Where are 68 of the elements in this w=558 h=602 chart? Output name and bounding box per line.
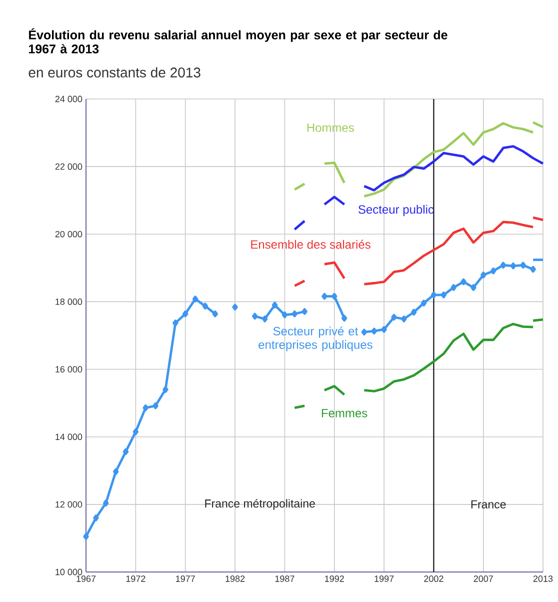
point bbox=[391, 314, 397, 321]
point bbox=[192, 296, 198, 302]
point bbox=[262, 316, 268, 322]
x-tick-label: 2013 bbox=[533, 576, 553, 582]
series-label: Secteur privé et entreprises publiques bbox=[258, 326, 372, 352]
point bbox=[83, 533, 89, 540]
y-tick-label: 22 000 bbox=[55, 163, 82, 170]
y-tick-label: 20 000 bbox=[55, 230, 82, 238]
point bbox=[490, 268, 496, 274]
point bbox=[381, 326, 387, 333]
point bbox=[520, 262, 526, 269]
point bbox=[212, 310, 218, 318]
point bbox=[232, 304, 238, 311]
point bbox=[332, 292, 338, 300]
annotation: France métropolitaine bbox=[205, 498, 315, 510]
point bbox=[292, 310, 298, 318]
x-tick-label: 1977 bbox=[176, 576, 195, 582]
y-tick-label: 10 000 bbox=[56, 568, 82, 576]
point bbox=[93, 514, 99, 522]
chart-title: Évolution du revenu salarial annuel moyen par sexe et par secteur de 1967 à 2013 bbox=[28, 28, 448, 54]
point bbox=[132, 428, 139, 436]
series-label: Femmes bbox=[322, 409, 368, 418]
point bbox=[480, 272, 486, 278]
point bbox=[103, 500, 109, 506]
x-tick-label: 1987 bbox=[275, 576, 294, 582]
x-tick-label: 1997 bbox=[374, 576, 394, 582]
y-tick-label: 16 000 bbox=[56, 366, 82, 372]
point bbox=[122, 448, 129, 456]
point bbox=[420, 300, 427, 306]
text: Ensemble des salariés bbox=[251, 240, 370, 249]
point bbox=[460, 278, 466, 286]
y-tick-label: 14 000 bbox=[56, 434, 82, 440]
point bbox=[322, 292, 328, 300]
x-tick-label: 2002 bbox=[424, 576, 444, 582]
point bbox=[510, 262, 516, 270]
point bbox=[401, 316, 407, 322]
chart-subtitle: en euros constants de 2013 bbox=[28, 67, 200, 78]
point bbox=[302, 308, 308, 315]
point bbox=[430, 292, 437, 298]
point bbox=[202, 302, 208, 310]
point bbox=[272, 302, 278, 308]
point bbox=[282, 311, 288, 318]
point bbox=[450, 284, 456, 291]
point bbox=[440, 292, 446, 298]
point bbox=[112, 468, 119, 476]
point bbox=[410, 308, 417, 316]
point bbox=[152, 402, 158, 410]
point bbox=[142, 404, 148, 412]
y-tick-label: 18 000 bbox=[56, 298, 82, 305]
point bbox=[371, 328, 377, 335]
point bbox=[162, 386, 168, 393]
x-tick-label: 1992 bbox=[325, 576, 344, 582]
point bbox=[470, 284, 476, 291]
y-tick-label: 12 000 bbox=[56, 501, 82, 508]
x-tick-label: 2007 bbox=[474, 576, 493, 582]
x-tick-label: 1967 bbox=[76, 576, 96, 582]
x-tick-label: 1972 bbox=[126, 576, 146, 582]
point bbox=[530, 266, 536, 273]
x-tick-label: 1982 bbox=[226, 576, 245, 582]
y-tick-label: 24 000 bbox=[55, 96, 82, 102]
point bbox=[172, 320, 178, 326]
point bbox=[361, 328, 368, 336]
point bbox=[500, 262, 506, 269]
point bbox=[252, 312, 258, 320]
annotation: France bbox=[471, 500, 506, 508]
text: Hommes bbox=[307, 124, 354, 132]
point bbox=[182, 310, 188, 318]
point bbox=[341, 314, 348, 322]
